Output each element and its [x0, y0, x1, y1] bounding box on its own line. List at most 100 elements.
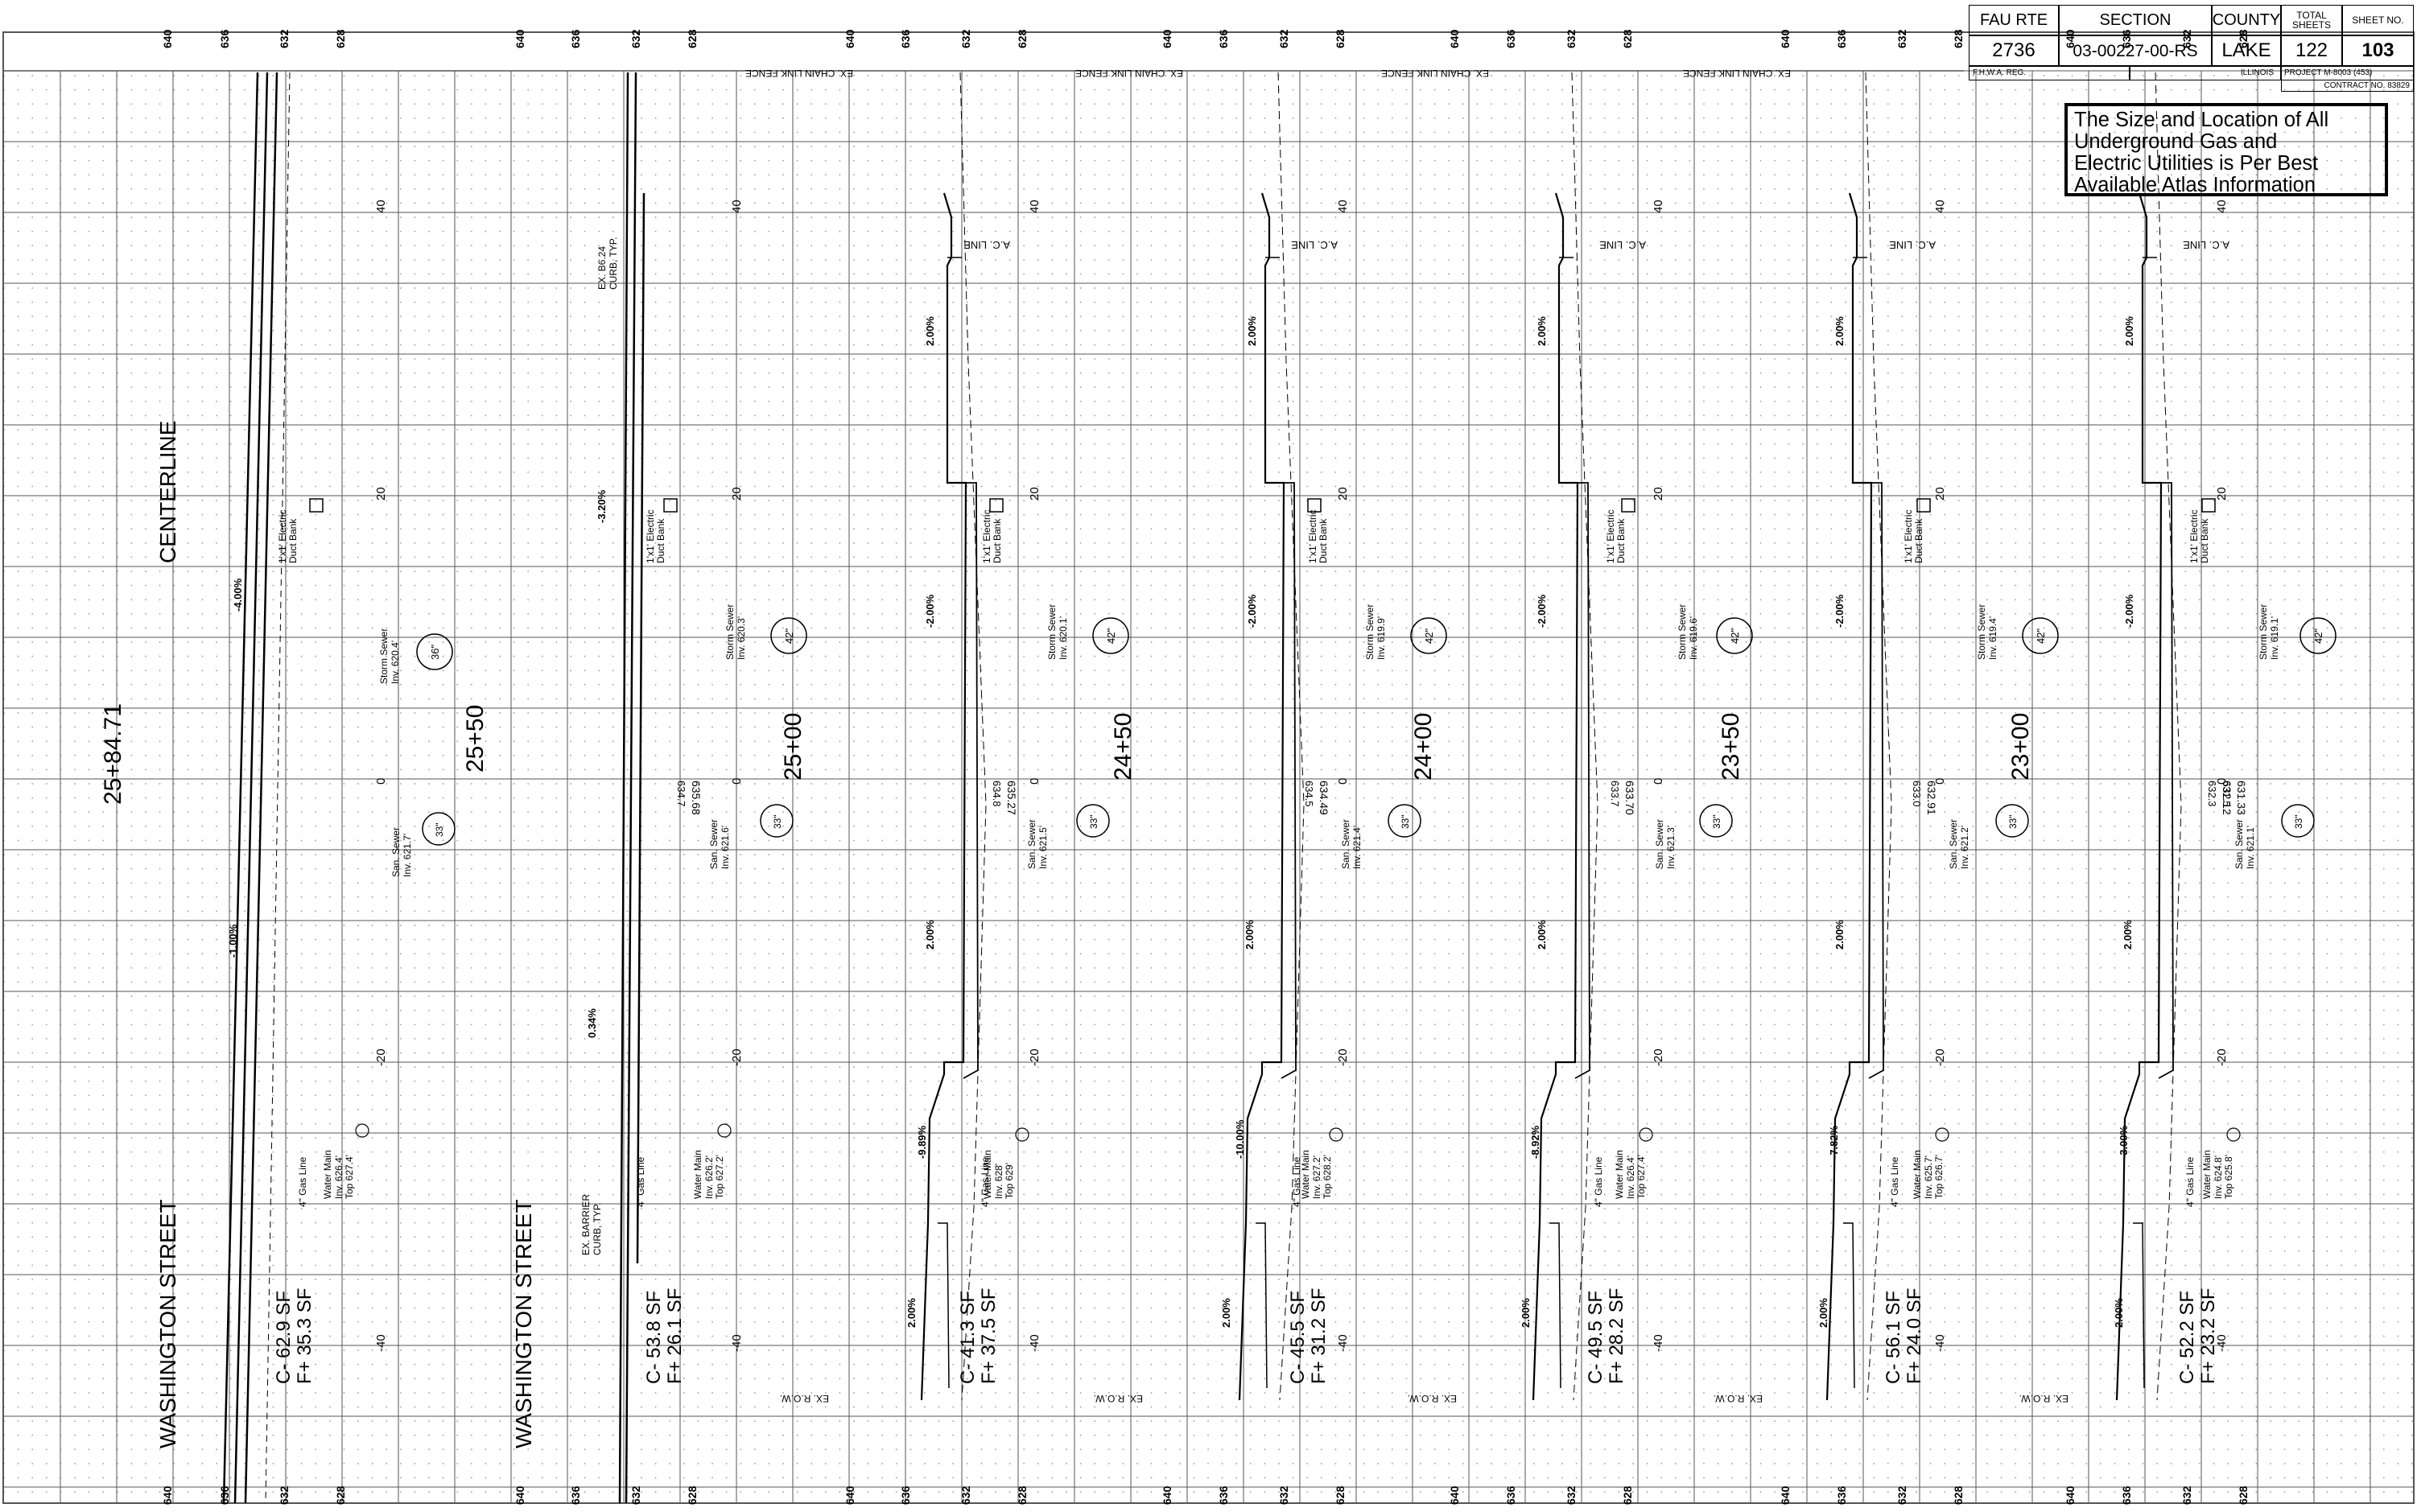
storm-sewer-pipe: [1092, 617, 1129, 654]
station-label: 24+50: [1110, 713, 1136, 781]
slope-label: 2.00%: [1536, 316, 1548, 346]
slope-label: -2.00%: [1536, 594, 1548, 628]
elevation-tick: 640: [161, 1485, 174, 1505]
storm-sewer-label: Storm Sewer: [1677, 604, 1688, 660]
offset-tick: 40: [374, 200, 388, 213]
section-labels: 640 640 636 636 632 632 628 628 640 640 636 636 632 6…: [100, 29, 2324, 1505]
offset-tick: -40: [2215, 1334, 2229, 1352]
duct-label: Duct Bank: [287, 518, 299, 563]
offset-tick: 0: [2215, 778, 2229, 785]
offset-tick: 20: [1933, 487, 1947, 501]
water-main-label: Water Main: [322, 1150, 333, 1199]
storm-sewer-pipe: [2299, 617, 2337, 654]
offset-tick: -20: [1933, 1049, 1947, 1066]
storm-sewer-label: Storm Sewer: [1046, 604, 1058, 660]
offset-tick: 20: [1652, 487, 1665, 501]
offset-tick: -20: [374, 1049, 388, 1066]
note-line: Available Atlas Information: [2074, 174, 2316, 196]
storm-sewer-size: 42": [2312, 628, 2324, 644]
water-main-top: Top 628.2': [1322, 1155, 1333, 1199]
pavement-edge: [963, 482, 979, 1079]
water-main-label: Water Main: [1912, 1150, 1923, 1199]
water-main-top: Top 626.7': [1933, 1155, 1945, 1199]
elevation-tick: 636: [1504, 29, 1517, 48]
existing-ground: [265, 72, 291, 1504]
slope-label: 2.00%: [1536, 920, 1548, 950]
elevation-tick: 632: [959, 1485, 972, 1505]
profile-line: [222, 72, 278, 1504]
elevation-tick: 636: [2120, 1485, 2133, 1505]
street-label: WASHINGTON STREET: [511, 1199, 536, 1448]
elevation-label: 634.7: [675, 781, 687, 807]
road-section: [920, 192, 967, 1401]
elevation-tick: 628: [1334, 29, 1347, 48]
san-sewer-label: San. Sewer: [1654, 819, 1665, 869]
elevation-label: 633.7: [1609, 781, 1621, 807]
slope-label: 2.00%: [905, 1298, 918, 1328]
slope-label: -10.00%: [1234, 1119, 1246, 1159]
elevation-label: 634.8: [991, 781, 1003, 807]
elevation-label: 632.3: [2206, 781, 2218, 807]
duct-label: 1'x1' Electric: [1605, 509, 1616, 563]
elevation-tick: 628: [686, 1485, 699, 1505]
storm-sewer-size: 42": [1105, 628, 1117, 644]
elevation-tick: 628: [1016, 29, 1029, 48]
cut-area: C- 56.1 SF: [1883, 1291, 1904, 1384]
road-section: [1532, 192, 1579, 1401]
fence-label: EX. CHAIN LINK FENCE: [1381, 68, 1489, 79]
storm-sewer-inv: Inv. 619.9': [1376, 616, 1387, 660]
elevation-tick: 632: [278, 29, 291, 48]
slope-label: -2.00%: [924, 594, 936, 628]
station-label: 25+00: [780, 713, 806, 781]
san-sewer-pipe: [422, 812, 456, 846]
storm-sewer-inv: Inv. 620.1': [1058, 616, 1069, 660]
slope-label: -4.00%: [232, 578, 244, 612]
storm-sewer-inv: Inv. 620.3': [736, 616, 747, 660]
duct-bank: [663, 498, 678, 513]
offset-tick: 40: [2215, 200, 2229, 213]
duct-label: 1'x1' Electric: [277, 509, 288, 563]
duct-bank: [1916, 498, 1931, 513]
elevation-tick: 632: [629, 29, 642, 48]
storm-sewer-size: 42": [1423, 628, 1435, 644]
gas-line-label: 4" Gas Line: [980, 1156, 991, 1207]
barrier-note: EX. B6.24: [596, 246, 608, 290]
water-main-inv: Inv. 625.7': [1923, 1156, 1934, 1199]
san-sewer-label: San. Sewer: [1340, 819, 1351, 869]
pavement-edge: [1574, 482, 1590, 1079]
slope-label: 2.00%: [1220, 1298, 1232, 1328]
profile-line: [618, 72, 645, 1504]
elevation-tick: 636: [1835, 1485, 1848, 1505]
fence-label: EX. CHAIN LINK FENCE: [1683, 68, 1791, 79]
storm-sewer-inv: Inv. 619.1': [2269, 616, 2280, 660]
elevation-label: 633.70: [1623, 781, 1636, 815]
duct-bank: [1307, 498, 1322, 513]
curb: [1256, 257, 1280, 1389]
slope-label: 2.00%: [1833, 920, 1846, 950]
offset-tick: -40: [1933, 1334, 1947, 1352]
curb: [2133, 257, 2157, 1389]
elevation-tick: 636: [218, 29, 231, 48]
row-label: EX. R.O.W.: [1094, 1393, 1143, 1404]
elevation-tick: 640: [1161, 1485, 1173, 1505]
san-sewer-size: 33": [1711, 814, 1722, 829]
slope-label: -2.00%: [2123, 594, 2135, 628]
elevation-tick: 632: [1895, 1485, 1908, 1505]
elevation-tick: 632: [629, 1485, 642, 1505]
elevation-label: 631.5: [2221, 781, 2233, 807]
sheet-no-value: 103: [2342, 35, 2414, 66]
water-main-label: Water Main: [692, 1150, 703, 1199]
slope-label: 2.00%: [2122, 920, 2134, 950]
project-number: PROJECT M-8003 (453): [2281, 66, 2414, 80]
ac-line-label: A.C. LINE: [1889, 239, 1936, 251]
water-main-label: Water Main: [1614, 1150, 1625, 1199]
elevation-tick: 628: [334, 1485, 347, 1505]
station-label: 24+00: [1410, 713, 1437, 781]
gas-line-label: 4" Gas Line: [2184, 1156, 2196, 1207]
elevation-tick: 640: [843, 29, 856, 48]
offset-tick: 20: [1028, 487, 1041, 501]
water-main-inv: Inv. 626.4': [1625, 1156, 1636, 1199]
elevation-tick: 628: [1334, 1485, 1347, 1505]
row-label: EX. R.O.W.: [2019, 1393, 2068, 1404]
storm-sewer-label: Storm Sewer: [1976, 604, 1987, 660]
